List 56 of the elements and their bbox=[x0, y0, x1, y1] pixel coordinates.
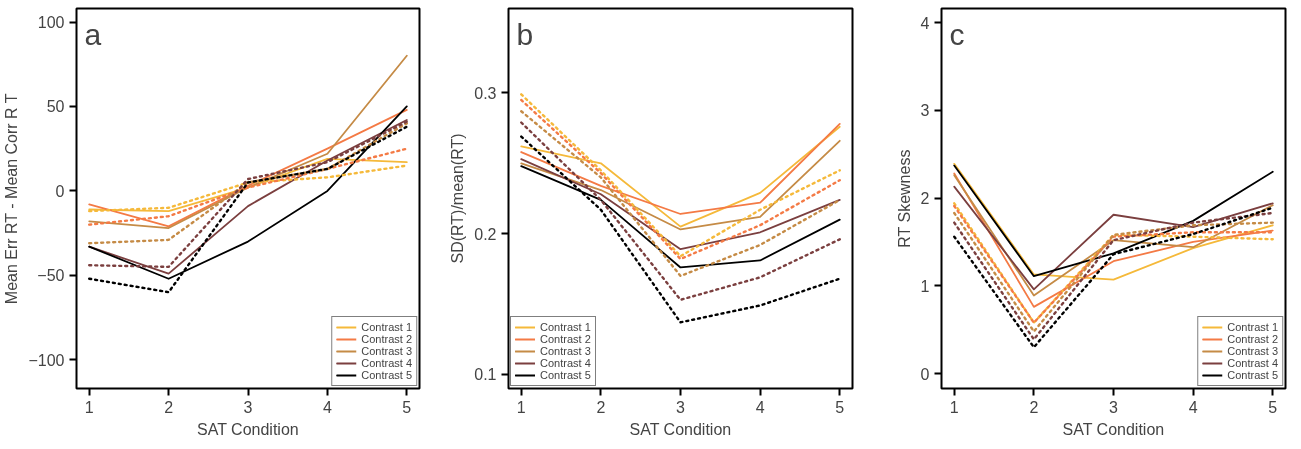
legend-label: Contrast 3 bbox=[540, 345, 591, 357]
legend-label: Contrast 1 bbox=[361, 321, 412, 333]
x-axis-title: SAT Condition bbox=[629, 420, 732, 438]
y-axis-title: Mean Err RT - Mean Corr R T bbox=[3, 93, 21, 305]
legend-label: Contrast 1 bbox=[540, 321, 591, 333]
x-tick-label: 3 bbox=[1109, 398, 1119, 416]
y-axis-title: RT Skewness bbox=[895, 149, 913, 248]
y-tick-label: 4 bbox=[920, 14, 930, 32]
legend-label: Contrast 2 bbox=[1227, 333, 1278, 345]
y-tick-label: 1 bbox=[920, 277, 930, 295]
legend-label: Contrast 3 bbox=[361, 345, 412, 357]
y-tick-label: 0 bbox=[920, 365, 930, 383]
line-series bbox=[520, 110, 841, 278]
x-tick-label: 1 bbox=[949, 398, 959, 416]
x-axis-title: SAT Condition bbox=[1062, 420, 1165, 438]
line-series bbox=[88, 108, 408, 228]
y-tick-label: 0.1 bbox=[474, 366, 497, 384]
chart-title: a bbox=[84, 17, 102, 51]
x-tick-label: 4 bbox=[1188, 398, 1198, 416]
chart-title: c bbox=[949, 17, 965, 51]
x-tick-label: 2 bbox=[596, 398, 606, 416]
legend-label: Contrast 5 bbox=[361, 369, 412, 381]
y-tick-label: −100 bbox=[28, 351, 65, 369]
x-tick-label: 1 bbox=[516, 398, 526, 416]
x-tick-label: 5 bbox=[1268, 398, 1278, 416]
y-axis-title: SD(RT)/mean(RT) bbox=[449, 133, 467, 264]
y-tick-label: 100 bbox=[37, 14, 65, 32]
x-tick-label: 5 bbox=[835, 398, 845, 416]
x-tick-label: 5 bbox=[402, 398, 412, 416]
x-tick-label: 4 bbox=[755, 398, 765, 416]
x-tick-label: 1 bbox=[84, 398, 94, 416]
x-axis-title: SAT Condition bbox=[197, 420, 299, 438]
legend-label: Contrast 2 bbox=[361, 333, 412, 345]
legend-label: Contrast 3 bbox=[1227, 345, 1278, 357]
chart-title: b bbox=[516, 17, 534, 51]
y-tick-label: 0 bbox=[55, 182, 65, 200]
y-tick-label: 0.3 bbox=[474, 84, 497, 102]
legend-label: Contrast 1 bbox=[1227, 321, 1278, 333]
y-tick-label: 2 bbox=[920, 190, 930, 208]
x-tick-label: 4 bbox=[322, 398, 332, 416]
legend-label: Contrast 5 bbox=[540, 369, 591, 381]
x-tick-label: 3 bbox=[243, 398, 253, 416]
x-tick-label: 2 bbox=[1029, 398, 1039, 416]
legend-label: Contrast 4 bbox=[1227, 357, 1278, 369]
y-tick-label: 0.2 bbox=[474, 225, 497, 243]
x-tick-label: 3 bbox=[676, 398, 686, 416]
legend-label: Contrast 4 bbox=[540, 357, 591, 369]
legend-label: Contrast 5 bbox=[1227, 369, 1278, 381]
y-tick-label: 3 bbox=[920, 102, 930, 120]
y-tick-label: 50 bbox=[46, 98, 65, 116]
y-tick-label: −50 bbox=[37, 267, 65, 285]
legend-label: Contrast 2 bbox=[540, 333, 591, 345]
line-series bbox=[520, 135, 841, 324]
legend-label: Contrast 4 bbox=[361, 357, 412, 369]
x-tick-label: 2 bbox=[164, 398, 174, 416]
line-series bbox=[520, 121, 841, 302]
